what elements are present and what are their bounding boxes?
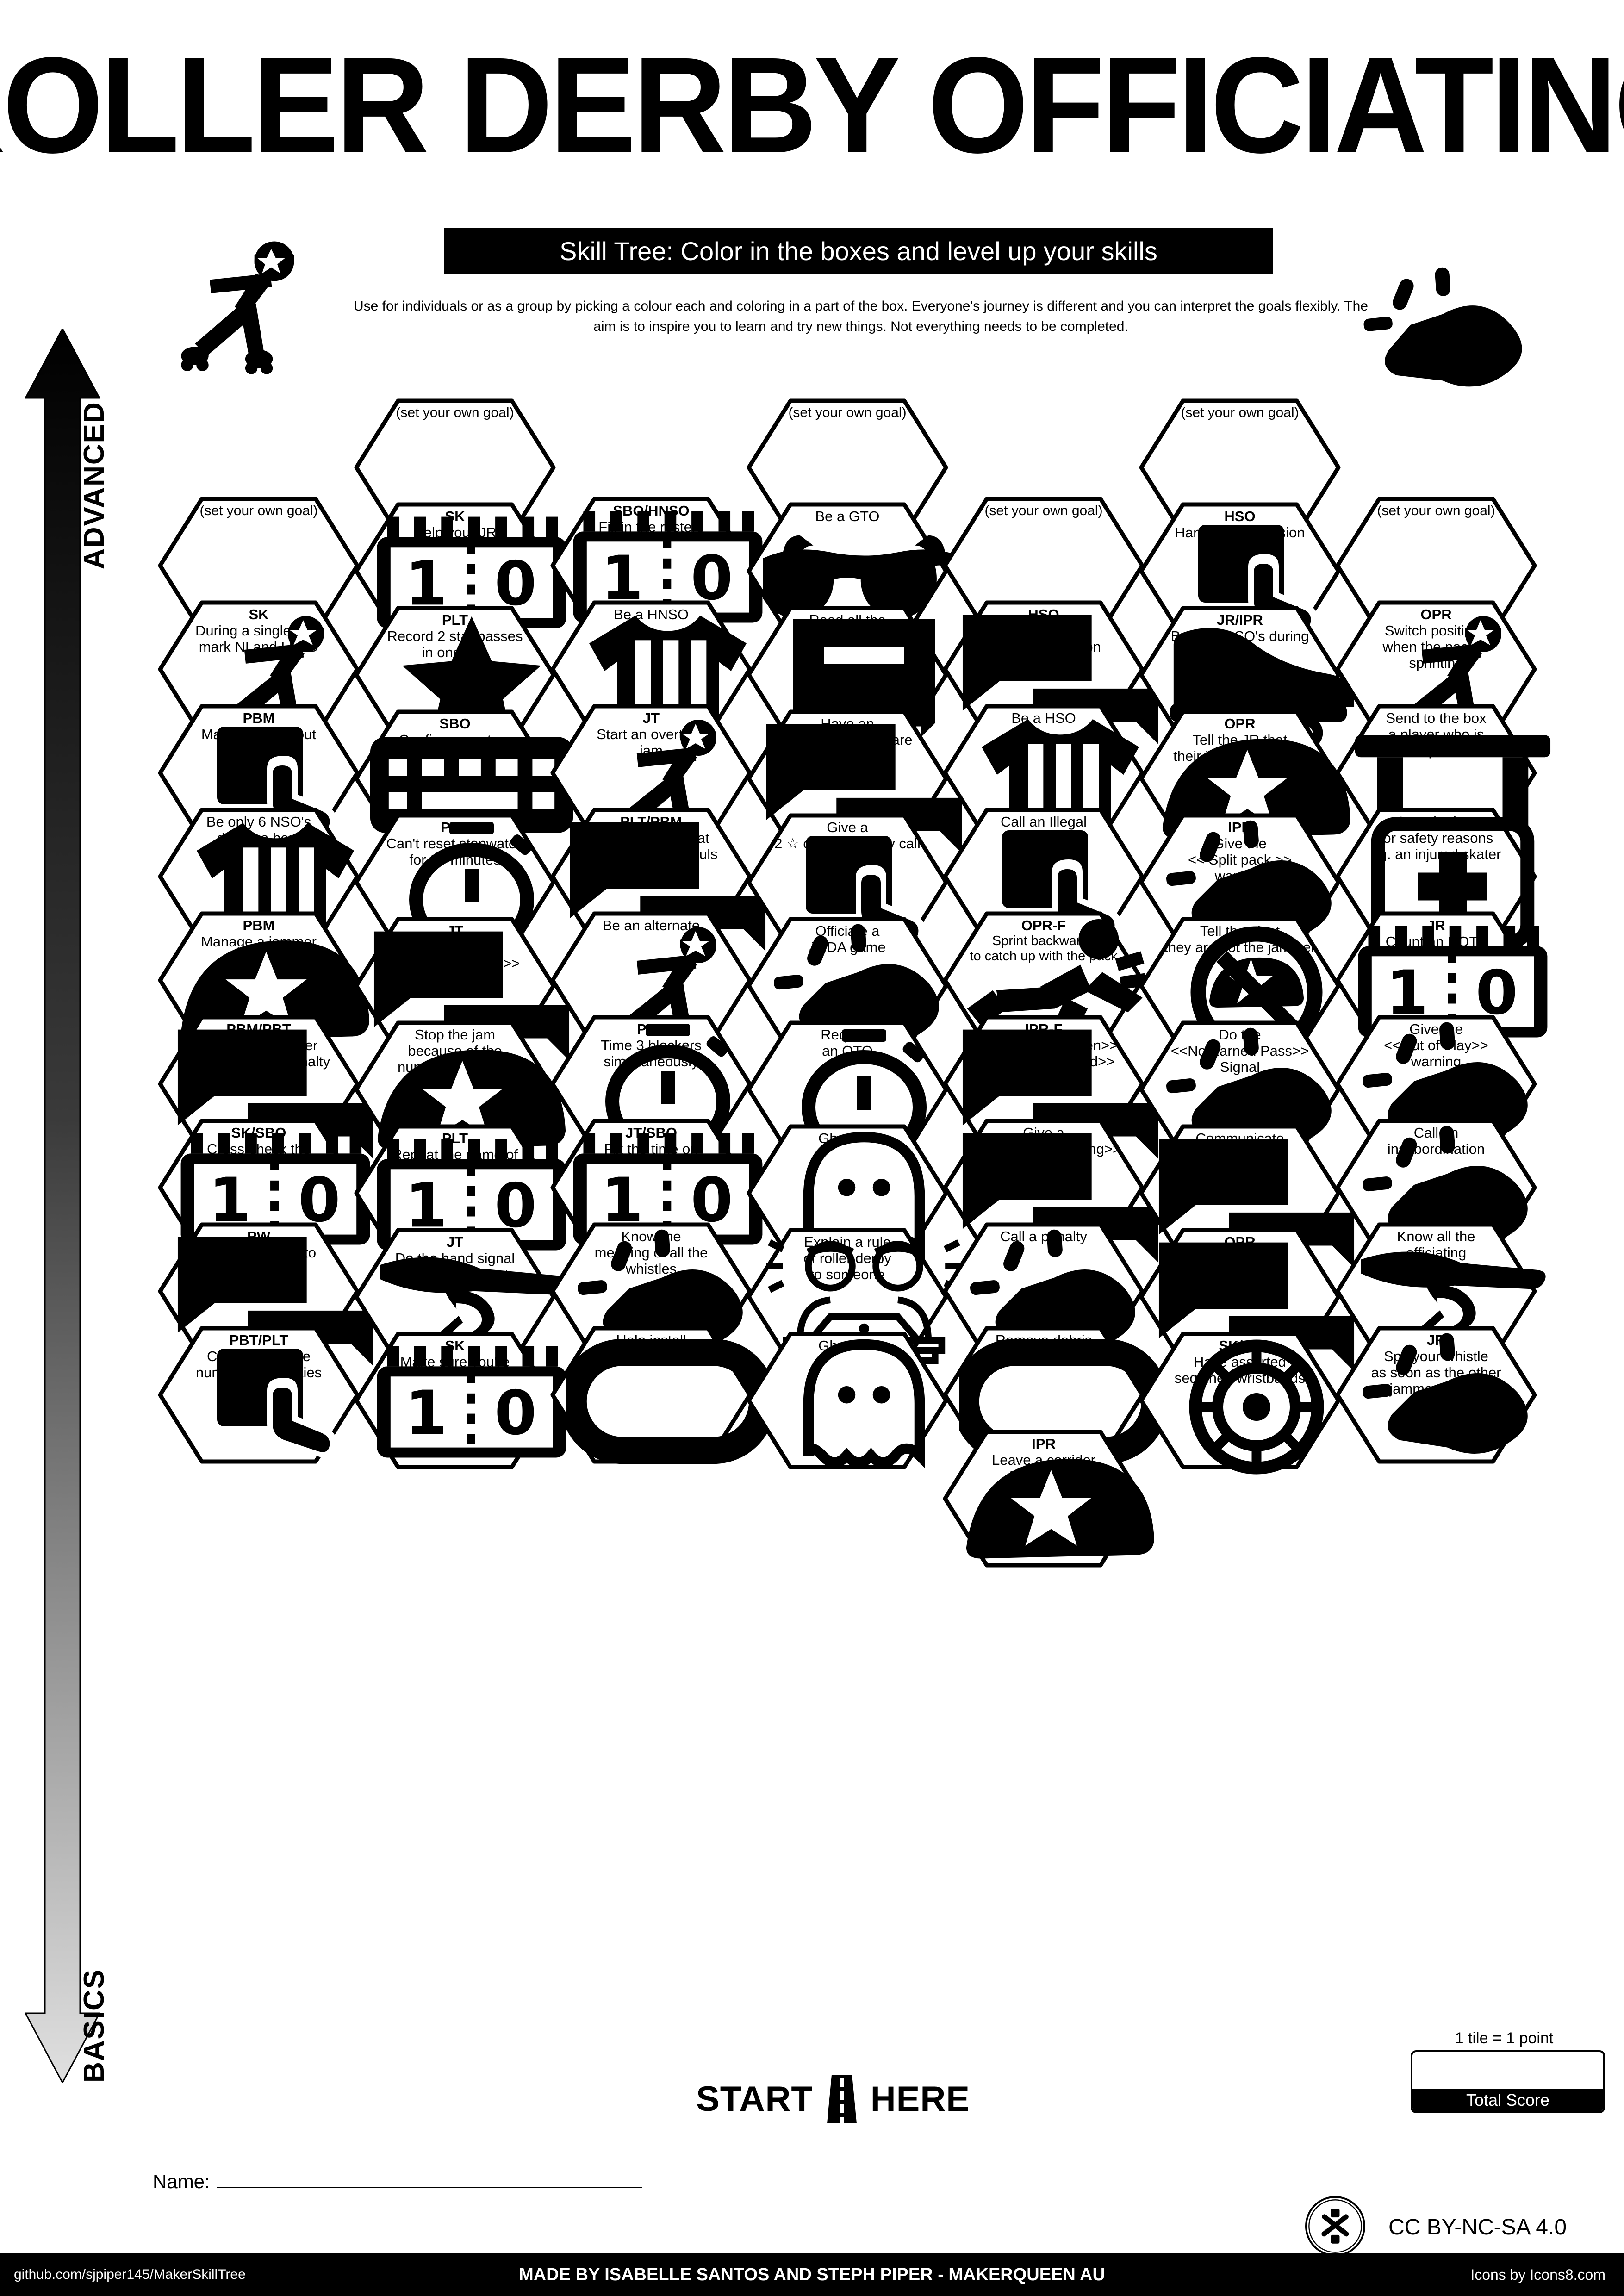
skill-tile[interactable]: Send to the box a player who is in queue [1335,703,1551,842]
footer-repo-link[interactable]: github.com/sjpiper145/MakerSkillTree [14,2267,246,2282]
name-field[interactable]: Name: [153,2171,642,2193]
skill-tile[interactable]: Help install the track [550,1325,769,1464]
skill-tile[interactable]: Stop the jam for safety reasons eg. an i… [1335,807,1537,949]
tile-role-label: JT [642,710,660,726]
skill-tile[interactable]: (set your own goal) [746,398,949,537]
start-label: START [696,2079,813,2119]
here-label: HERE [870,2079,970,2119]
name-label: Name: [153,2171,210,2192]
total-score-label: Total Score [1412,2089,1603,2111]
skill-tile[interactable]: Give a <<False start warning>> [942,1118,1158,1263]
tile-role-label: OPR [1224,716,1256,732]
skill-tile[interactable]: PBT/PLTCross-check the number of penalti… [157,1325,360,1464]
cc-badge-icon [1305,2196,1365,2256]
skill-tile[interactable]: Read all the WFTDA Rules [746,605,949,744]
skill-tile[interactable]: (set your own goal) [1139,398,1341,537]
start-here-marker: START HERE [648,2073,1018,2124]
footer-icons-credit[interactable]: Icons by Icons8.com [1470,2266,1605,2283]
skill-tile[interactable]: Communicate with other SOs [1139,1124,1355,1268]
skill-tile[interactable]: Know all the officiating hand signals [1335,1222,1546,1361]
tile-role-label: SBO/HNSO [613,503,690,519]
skill-tile[interactable]: Ghost an SO [746,1124,949,1263]
tile-role-label: PBM [243,917,275,933]
page-title: ROLLER DERBY OFFICIATING [0,29,1624,181]
tile-role-label: PBT/PLT [229,1332,288,1348]
svg-text:0: 0 [494,1377,536,1448]
skater-decoration-icon [164,218,317,403]
name-underline [216,2187,642,2188]
tile-goal-text: Be a GTO [815,508,880,524]
skill-tile[interactable]: SBOConfigure custom keyboard shortcuts [354,709,573,848]
skill-tile[interactable]: Ghost an NSO [746,1331,949,1470]
tile-role-label: SBO [439,716,471,732]
skill-tile[interactable]: (set your own goal) [1335,496,1537,635]
tile-goal-text: Call a penalty [1000,1228,1087,1244]
tile-goal-text: (set your own goal) [1181,405,1299,420]
whistle-decoration-icon [1356,264,1537,417]
tile-goal-text: (set your own goal) [1377,503,1495,518]
total-score-box[interactable]: Total Score [1411,2050,1605,2113]
intro-paragraph: Use for individuals or as a group by pic… [354,299,1368,334]
skill-tile[interactable]: JT Start an overtime jam [550,703,753,842]
tile-role-label: HSO [1224,508,1256,524]
skill-tile[interactable]: Have an observation to share during an O… [746,709,962,853]
tile-role-label: OPR [1420,606,1452,622]
skill-tile[interactable]: SK/SBOCross-check the total score 1 0 [157,1118,370,1257]
footer-credit: MADE BY ISABELLE SANTOS AND STEPH PIPER … [519,2265,1105,2284]
tile-goal-text: (set your own goal) [788,405,907,420]
advanced-basics-axis [24,327,101,2084]
skill-tile[interactable]: (set your own goal) [157,496,360,635]
skill-tile[interactable]: Be an alternate [550,911,753,1050]
tile-role-label: IPR [1032,1436,1056,1452]
skill-tile[interactable]: PWRelay a penalty to the PLT [157,1222,373,1366]
skill-tile[interactable]: SKMake sure you're both on the same line… [354,1331,566,1470]
footer-bar: github.com/sjpiper145/MakerSkillTree MAD… [0,2253,1624,2296]
tile-role-label: JR/IPR [1217,612,1263,628]
skill-tile[interactable]: Be a GTO [746,502,959,641]
tile-role-label: PLT [442,612,468,628]
skill-tile[interactable]: IPR-FSay << Lead is open>> or <<Lead is … [942,1014,1158,1159]
tile-goal-text: (set your own goal) [396,405,514,420]
skill-tile[interactable]: JT/SBOFix the time on the scoreboard 1 0 [550,1118,763,1257]
tile-goal-text: Record 2 star passes in one jam [387,628,523,660]
skill-tree-banner: Skill Tree: Color in the boxes and level… [444,228,1273,274]
tile-goal-text: (set your own goal) [984,503,1103,518]
skill-tile[interactable]: HSOHave to settle a difficult question [942,600,1158,744]
svg-text:1: 1 [405,1377,447,1448]
tile-point-note: 1 tile = 1 point [1455,2029,1554,2047]
skill-tile[interactable]: PBTCan't reset stopwatch for 2+ minutes [354,813,556,957]
track-start-icon [827,2074,857,2123]
tile-role-label: OPR-F [1021,917,1066,933]
tile-role-label: SK [249,606,269,622]
tile-goal-text: (set your own goal) [199,503,318,518]
tile-role-label: PBM [243,710,275,726]
tile-role-label: JT [446,1234,464,1250]
skill-tile[interactable]: Stop the jam because of the number of pl… [354,1020,566,1159]
license-text: CC BY-NC-SA 4.0 [1388,2215,1567,2240]
